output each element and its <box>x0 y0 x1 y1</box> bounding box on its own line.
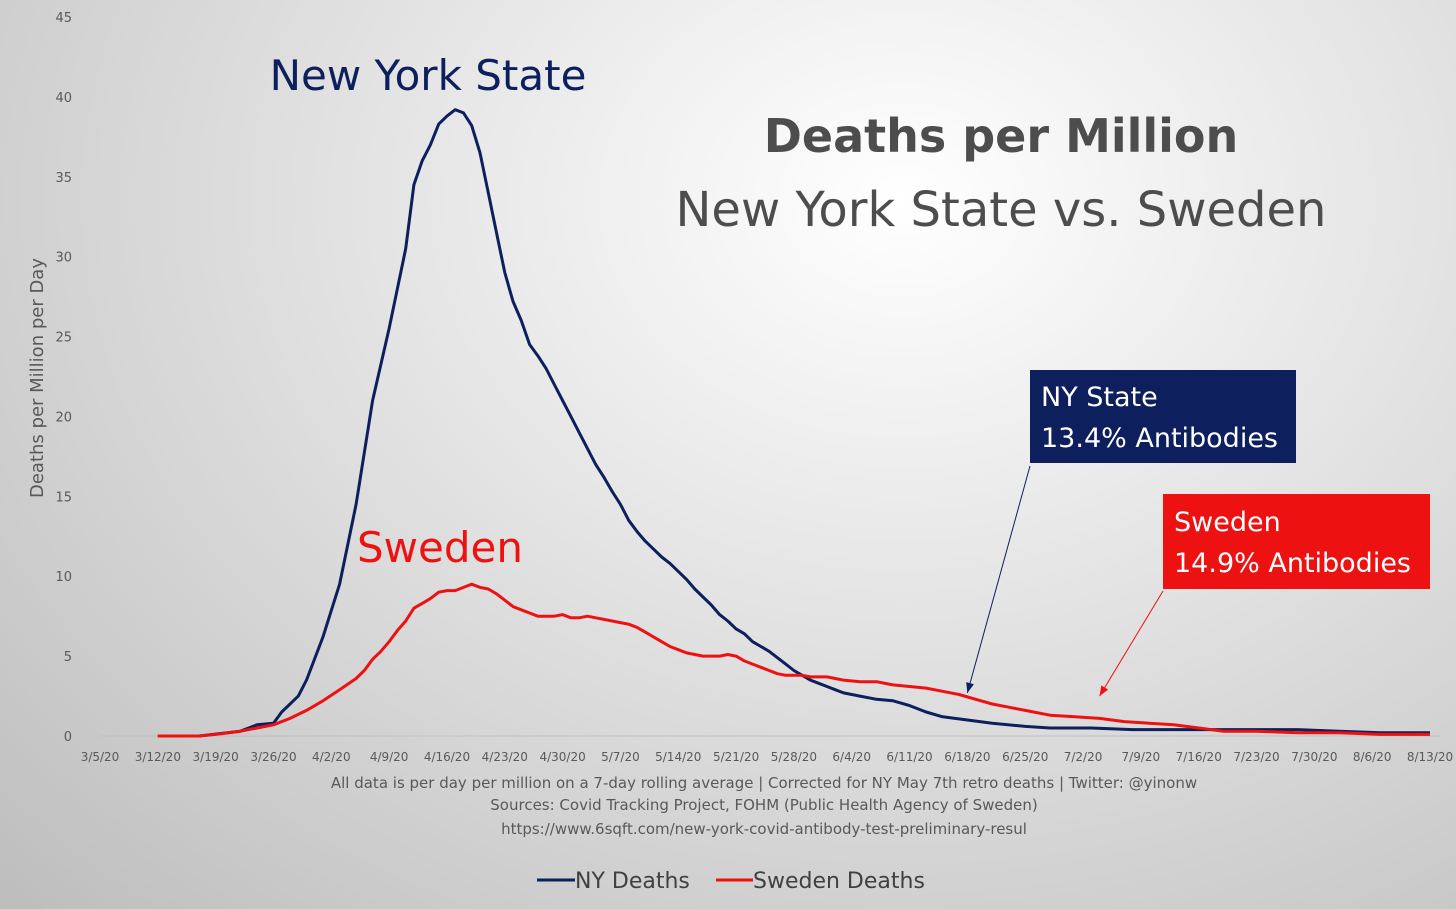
x-tick-label: 5/28/20 <box>771 750 817 764</box>
sweden-callout-box <box>1163 494 1430 589</box>
x-tick-label: 4/9/20 <box>370 750 409 764</box>
x-tick-label: 7/2/20 <box>1064 750 1103 764</box>
x-tick-label: 4/23/20 <box>482 750 528 764</box>
y-tick-label: 20 <box>55 410 72 425</box>
sweden-series-annotation: Sweden <box>357 523 523 572</box>
y-tick-label: 25 <box>55 331 72 346</box>
x-tick-label: 8/6/20 <box>1353 750 1392 764</box>
x-axis-ticks: 3/5/20 3/12/20 3/19/20 3/26/20 4/2/20 4/9/20 4… <box>81 750 1453 764</box>
x-tick-label: 3/12/20 <box>135 750 181 764</box>
y-axis-label: Deaths per Million per Day <box>27 258 48 498</box>
legend-label-ny: NY Deaths <box>575 869 690 894</box>
x-tick-label: 7/30/20 <box>1291 750 1337 764</box>
x-tick-label: 3/5/20 <box>81 750 120 764</box>
ny-deaths-line <box>157 108 1430 738</box>
ny-callout-box <box>1030 370 1296 463</box>
sweden-callout-arrow <box>1099 590 1164 697</box>
y-tick-label: 15 <box>55 490 72 505</box>
x-tick-label: 4/2/20 <box>312 750 351 764</box>
ny-callout: NY State 13.4% Antibodies <box>966 370 1296 693</box>
ny-callout-line2: 13.4% Antibodies <box>1041 423 1278 454</box>
y-tick-label: 35 <box>55 171 72 186</box>
ny-callout-line1: NY State <box>1041 382 1158 413</box>
sweden-callout-arrowhead <box>1099 685 1109 697</box>
x-tick-label: 5/14/20 <box>655 750 701 764</box>
sweden-deaths-line <box>157 582 1430 738</box>
legend: NY Deaths Sweden Deaths <box>537 869 925 894</box>
footnote-1: All data is per day per million on a 7-d… <box>331 774 1197 792</box>
y-axis-ticks: 0 5 10 15 20 25 30 35 40 45 <box>55 11 72 745</box>
y-tick-label: 30 <box>55 251 72 266</box>
x-tick-label: 6/11/20 <box>886 750 932 764</box>
sweden-callout: Sweden 14.9% Antibodies <box>1099 494 1430 697</box>
sweden-callout-line2: 14.9% Antibodies <box>1174 548 1411 579</box>
x-tick-label: 6/18/20 <box>944 750 990 764</box>
ny-series-annotation: New York State <box>270 51 587 100</box>
x-tick-label: 5/21/20 <box>713 750 759 764</box>
series-layer <box>157 108 1430 738</box>
ny-callout-arrowhead <box>966 682 974 693</box>
x-tick-label: 6/25/20 <box>1002 750 1048 764</box>
ny-callout-arrow <box>966 465 1031 693</box>
chart-subtitle: New York State vs. Sweden <box>676 182 1327 238</box>
legend-label-sweden: Sweden Deaths <box>753 869 925 894</box>
y-tick-label: 45 <box>55 11 72 26</box>
footnote-sources: Sources: Covid Tracking Project, FOHM (P… <box>490 796 1037 814</box>
y-tick-label: 0 <box>64 730 72 745</box>
y-tick-label: 10 <box>55 570 72 585</box>
x-tick-label: 3/26/20 <box>250 750 296 764</box>
sweden-callout-line1: Sweden <box>1174 507 1281 538</box>
x-tick-label: 6/4/20 <box>832 750 871 764</box>
x-tick-label: 7/23/20 <box>1233 750 1279 764</box>
x-tick-label: 7/16/20 <box>1176 750 1222 764</box>
x-tick-label: 4/16/20 <box>424 750 470 764</box>
y-tick-label: 5 <box>64 650 72 665</box>
x-tick-label: 5/7/20 <box>601 750 640 764</box>
footnote-url: https://www.6sqft.com/new-york-covid-ant… <box>501 820 1027 838</box>
chart-title: Deaths per Million <box>764 109 1239 163</box>
x-tick-label: 8/13/20 <box>1407 750 1453 764</box>
x-tick-label: 3/19/20 <box>193 750 239 764</box>
x-tick-label: 7/9/20 <box>1122 750 1161 764</box>
x-tick-label: 4/30/20 <box>539 750 585 764</box>
y-tick-label: 40 <box>55 91 72 106</box>
